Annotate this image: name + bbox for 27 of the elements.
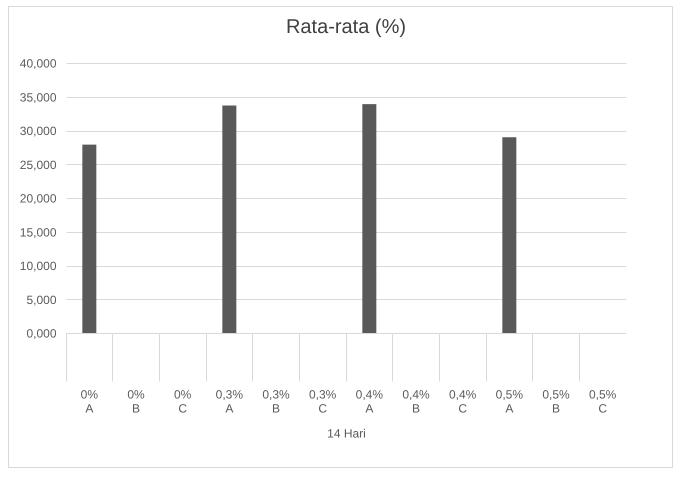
y-tick-label: 35,000: [20, 90, 57, 104]
y-tick-label: 30,000: [20, 124, 57, 138]
x-tick-label: 0% A: [80, 388, 98, 416]
x-axis-title: 14 Hari: [327, 426, 366, 440]
x-tick-label: 0% C: [174, 388, 192, 416]
y-tick-label: 5,000: [26, 292, 57, 307]
y-tick-label: 10,000: [20, 259, 57, 273]
y-tick-label: 40,000: [20, 56, 57, 70]
x-tick-label: 0,5% B: [542, 388, 570, 416]
x-tick-label: 0,4% A: [356, 388, 384, 416]
y-tick-label: 20,000: [20, 192, 57, 206]
y-tick-label: 25,000: [20, 158, 57, 172]
bar: [82, 144, 96, 333]
bar: [362, 104, 376, 333]
x-tick-label: 0,4% C: [448, 388, 477, 416]
x-tick-label: 0,5% C: [588, 388, 617, 416]
x-tick-label: 0,3% C: [308, 388, 337, 416]
x-tick-label: 0,4% B: [402, 388, 430, 416]
x-tick-label: 0,5% A: [496, 388, 524, 416]
bar: [222, 106, 236, 333]
x-tick-label: 0,3% B: [262, 388, 290, 416]
x-tick-label: 0% B: [127, 388, 145, 416]
chart-title: Rata-rata (%): [286, 16, 406, 38]
y-tick-label: 0,000: [26, 326, 57, 340]
x-tick-label: 0,3% A: [216, 388, 244, 416]
y-tick-label: 15,000: [20, 225, 57, 240]
bar: [502, 137, 516, 333]
